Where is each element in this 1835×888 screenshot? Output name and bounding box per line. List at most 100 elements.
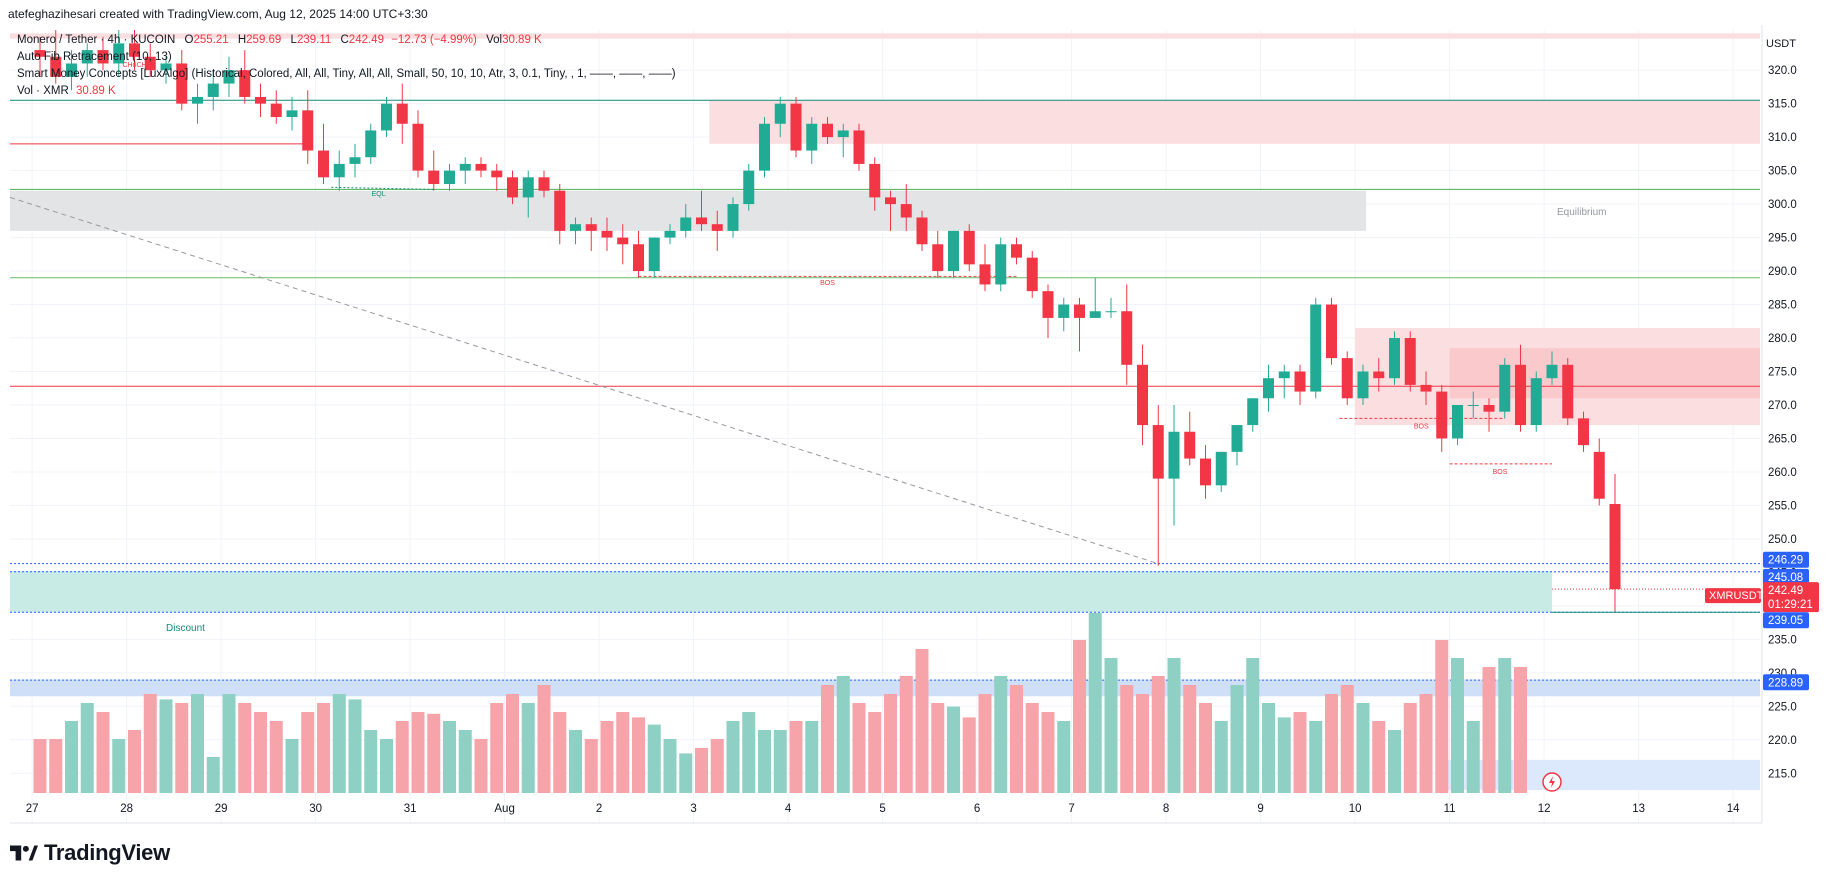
volume-bar bbox=[112, 739, 126, 793]
x-tick-label: 27 bbox=[26, 803, 39, 815]
volume-bar bbox=[411, 712, 425, 793]
candle-body bbox=[932, 244, 944, 272]
volume-bar bbox=[33, 739, 47, 793]
candle-body bbox=[1404, 338, 1416, 385]
bos-label: BOS bbox=[820, 280, 835, 287]
candle-body bbox=[948, 230, 959, 272]
candle-body bbox=[1373, 371, 1385, 379]
lightning-icon-glyph bbox=[1549, 776, 1555, 788]
candle-body bbox=[1074, 304, 1085, 318]
legend-indicator-fib[interactable]: Auto Fib Retracement (10, 13) bbox=[17, 51, 172, 63]
candle-body bbox=[554, 190, 566, 231]
volume-bar bbox=[978, 694, 992, 793]
volume-bar bbox=[159, 699, 173, 793]
candle-body bbox=[1357, 371, 1369, 399]
volume-bar bbox=[65, 721, 78, 793]
currency-label[interactable]: USDT bbox=[1766, 38, 1796, 50]
candle-body bbox=[223, 70, 235, 84]
volume-bar bbox=[726, 721, 740, 793]
volume-bar bbox=[1451, 658, 1464, 793]
candle-body bbox=[97, 50, 109, 64]
candle-body bbox=[302, 110, 314, 151]
volume-bar bbox=[616, 712, 630, 793]
candle-body bbox=[696, 217, 707, 225]
candle-body bbox=[1530, 378, 1542, 426]
legend-high-label: H bbox=[237, 34, 247, 46]
legend-indicator-smc[interactable]: Smart Money Concepts [LuxAlgo] (Historic… bbox=[17, 68, 676, 80]
countdown-value: 01:29:21 bbox=[1768, 599, 1813, 611]
volume-bar bbox=[348, 699, 362, 793]
volume-bar bbox=[1246, 658, 1260, 793]
volume-bar bbox=[569, 730, 582, 793]
price-tag-239: 239.05 bbox=[1768, 615, 1803, 627]
candle-body bbox=[412, 123, 424, 171]
volume-bar bbox=[96, 712, 110, 793]
candle-body bbox=[113, 43, 125, 64]
volume-bar bbox=[1388, 730, 1401, 793]
volume-bar bbox=[915, 649, 929, 793]
candle-body bbox=[1389, 338, 1400, 379]
candlesticks bbox=[34, 30, 1621, 612]
bos-label: BOS bbox=[1414, 423, 1429, 430]
legend-indicator-volume[interactable]: Vol · XMR 30.89 K bbox=[17, 85, 116, 97]
x-tick-label: 5 bbox=[879, 803, 885, 815]
volume-bar bbox=[931, 703, 945, 793]
candle-body bbox=[1184, 431, 1196, 459]
candle-body bbox=[160, 63, 172, 71]
candle-body bbox=[916, 217, 928, 245]
volume-bar bbox=[1482, 667, 1496, 793]
volume-bar bbox=[1403, 703, 1417, 793]
volume-bar bbox=[1167, 658, 1181, 793]
legend-change: −12.73 (−4.99%) bbox=[391, 34, 477, 46]
discount-zone bbox=[10, 571, 1552, 613]
legend-low-label: L bbox=[290, 34, 297, 46]
volume-bar bbox=[1435, 640, 1449, 793]
annotations: Equilibrium Discount EQL BOS BOS BOS CHoCH bbox=[122, 62, 1606, 634]
price-tag-239-bg bbox=[1763, 612, 1809, 629]
candle-body bbox=[1499, 364, 1511, 412]
tradingview-logo[interactable]: TradingView bbox=[10, 840, 170, 866]
volume-bar bbox=[490, 703, 504, 793]
volume-bar bbox=[222, 694, 236, 793]
volume-bar bbox=[742, 712, 756, 793]
volume-bar bbox=[632, 717, 645, 793]
volume-bar bbox=[789, 721, 803, 793]
fib-lines bbox=[9, 99, 1760, 681]
volume-bar bbox=[679, 753, 693, 793]
candle-body bbox=[192, 96, 203, 104]
last-price-value: 242.49 bbox=[1768, 585, 1803, 597]
volume-bar bbox=[695, 748, 708, 793]
x-tick-label: 28 bbox=[120, 803, 133, 815]
fvg-zone-upper bbox=[10, 679, 1760, 697]
candle-body bbox=[1515, 364, 1526, 426]
candle-body bbox=[885, 197, 896, 205]
eql-label: EQL bbox=[372, 191, 386, 198]
candle-body bbox=[1200, 458, 1211, 486]
candle-body bbox=[428, 170, 440, 185]
price-axis: 215.0220.0225.0230.0235.0240.0245.0250.0… bbox=[1761, 25, 1797, 823]
volume-bar bbox=[521, 703, 535, 793]
volume-bar bbox=[1277, 717, 1291, 793]
candle-body bbox=[585, 224, 597, 231]
y-tick-label: 220.0 bbox=[1768, 735, 1797, 747]
volume-bar bbox=[821, 685, 834, 793]
volume-bars bbox=[33, 613, 1527, 793]
candle-body bbox=[318, 150, 329, 178]
header-credit: atefeghazihesari created with TradingVie… bbox=[8, 7, 428, 21]
eql-line bbox=[331, 186, 434, 190]
y-tick-label: 295.0 bbox=[1768, 233, 1797, 245]
equilibrium-label: Equilibrium bbox=[1557, 207, 1606, 218]
volume-bar bbox=[852, 703, 866, 793]
candle-body bbox=[1042, 291, 1054, 318]
legend-open-label: O bbox=[184, 34, 194, 46]
candle-body bbox=[1578, 418, 1589, 446]
volume-bar bbox=[317, 703, 330, 793]
legend-symbol[interactable]: Monero / Tether · 4h · KUCOIN bbox=[17, 34, 176, 46]
volume-bar bbox=[1498, 658, 1512, 793]
volume-bar bbox=[647, 724, 661, 793]
volume-bar bbox=[1230, 685, 1244, 793]
discount-label: Discount bbox=[166, 623, 205, 634]
volume-bar bbox=[128, 730, 141, 793]
